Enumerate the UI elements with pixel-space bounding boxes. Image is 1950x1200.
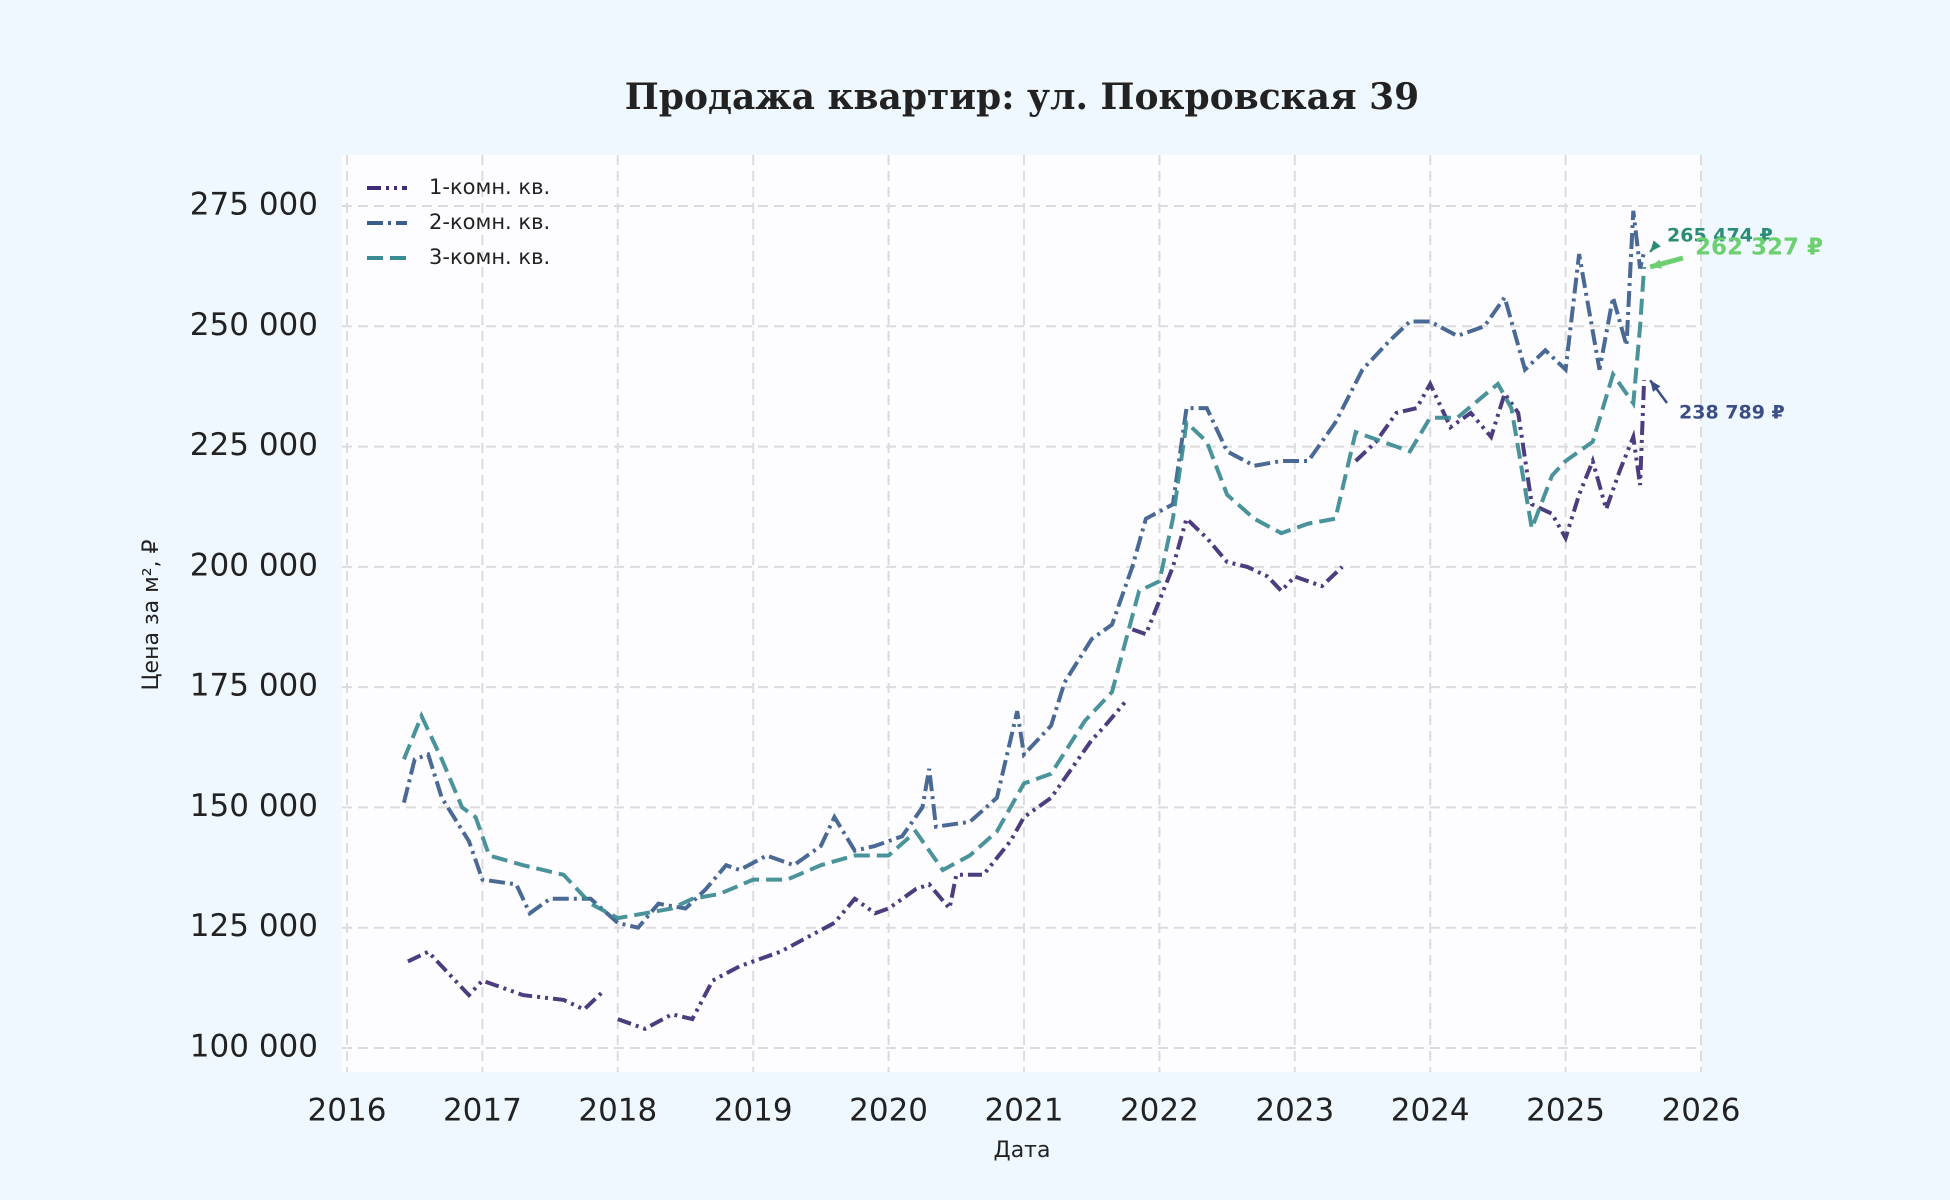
y-tick-label: 100 000: [190, 1029, 318, 1065]
x-tick-label: 2021: [985, 1093, 1064, 1129]
y-tick-label: 125 000: [190, 908, 318, 944]
chart-title: Продажа квартир: ул. Покровская 39: [625, 76, 1419, 118]
y-tick-label: 200 000: [190, 547, 318, 583]
legend: 1-комн. кв. 2-комн. кв. 3-комн. кв.: [367, 175, 550, 269]
grid: [342, 155, 1702, 1072]
annotation-label: 265 474 ₽: [1667, 225, 1773, 247]
x-tick-label: 2016: [308, 1093, 387, 1129]
x-tick-label: 2026: [1662, 1093, 1741, 1129]
plot-area: [342, 155, 1701, 1072]
legend-label: 1-комн. кв.: [429, 175, 550, 199]
y-tick-label: 150 000: [190, 788, 318, 824]
legend-label: 3-комн. кв.: [429, 245, 550, 269]
x-tick-label: 2017: [443, 1093, 522, 1129]
y-tick-label: 250 000: [190, 307, 318, 343]
legend-label: 2-комн. кв.: [429, 210, 550, 234]
x-tick-label: 2020: [849, 1093, 928, 1129]
y-tick-label: 175 000: [190, 668, 318, 704]
x-tick-label: 2023: [1255, 1093, 1334, 1129]
x-tick-label: 2019: [714, 1093, 793, 1129]
annotation-arrowhead: [1650, 240, 1661, 252]
annotation-arrowhead: [1650, 380, 1661, 392]
series-line: [401, 210, 1647, 930]
x-tick-label: 2024: [1391, 1093, 1470, 1129]
annotation-label: 262 327 ₽: [1695, 235, 1823, 261]
series-line: [402, 266, 1647, 921]
x-tick-label: 2018: [578, 1093, 657, 1129]
y-axis-label: Цена за м², ₽: [139, 539, 164, 690]
annotation-label: 238 789 ₽: [1679, 402, 1785, 424]
annotation-arrowhead: [1650, 259, 1663, 269]
y-tick-label: 275 000: [190, 187, 318, 223]
x-tick-label: 2022: [1120, 1093, 1199, 1129]
y-tick-label: 225 000: [190, 427, 318, 463]
x-tick-label: 2025: [1526, 1093, 1605, 1129]
x-axis-label: Дата: [994, 1138, 1051, 1163]
lines: [401, 210, 1647, 1031]
